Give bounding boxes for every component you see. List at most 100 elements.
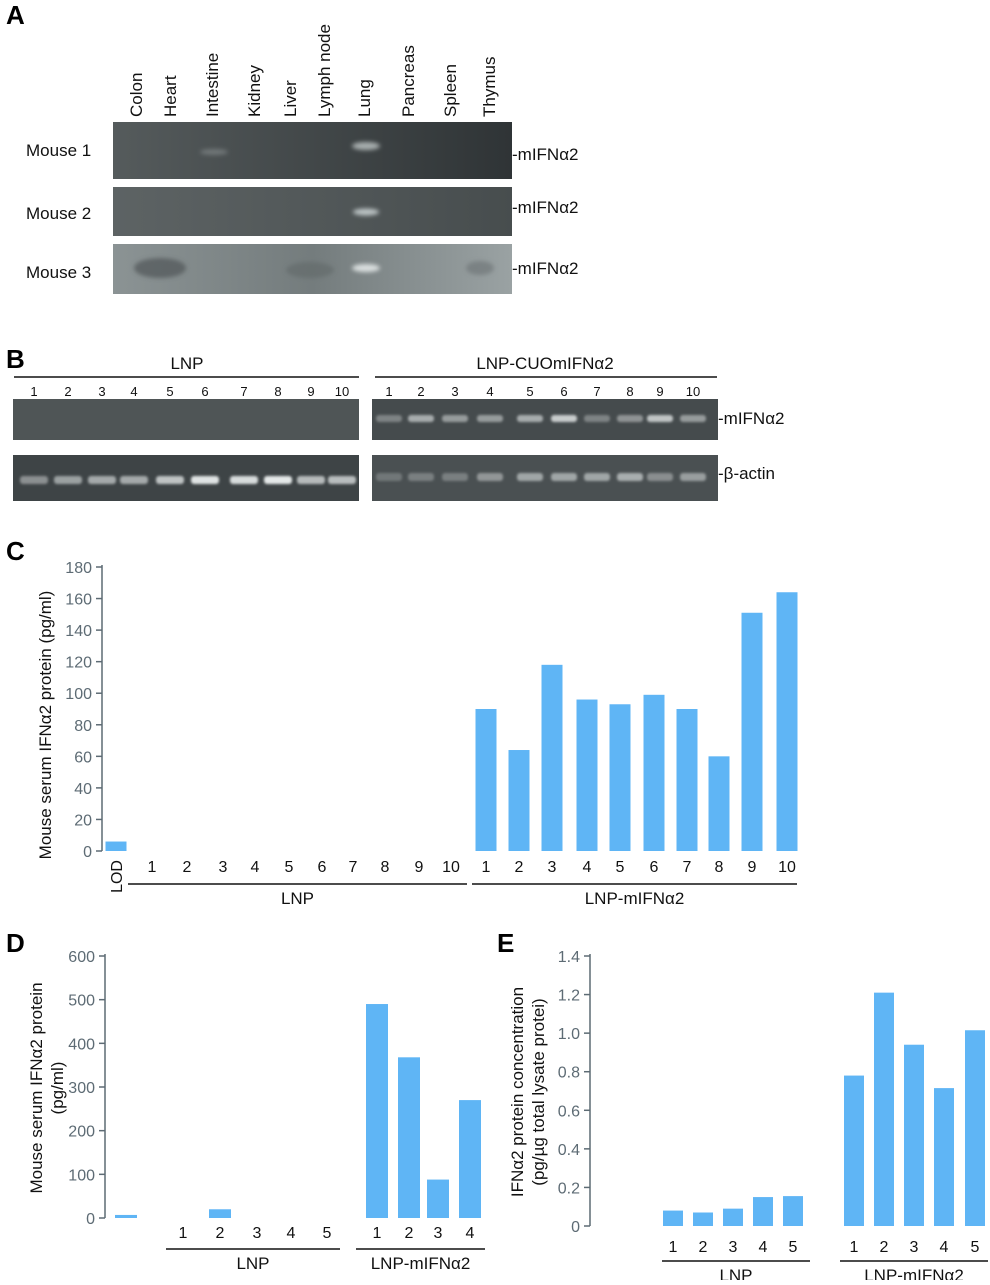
bar	[576, 699, 598, 851]
lane-number: 3	[98, 384, 105, 399]
gel-band	[54, 476, 82, 484]
bar	[783, 1196, 803, 1226]
category-label: 7	[683, 859, 692, 876]
bar	[663, 1210, 683, 1226]
group-label: LNP-mIFNα2	[864, 1266, 964, 1280]
gel-band	[647, 415, 673, 422]
gel-band	[584, 473, 610, 481]
y-tick-label: 100	[65, 686, 92, 703]
category-label: 2	[216, 1225, 225, 1242]
lane-number: 2	[64, 384, 71, 399]
gel-band	[297, 476, 325, 484]
tissue-label: Intestine	[203, 53, 222, 117]
category-label: 4	[287, 1225, 296, 1242]
category-label: 3	[729, 1239, 738, 1256]
y-axis-title: IFNα2 protein concentration	[508, 987, 527, 1197]
gel-band	[551, 415, 577, 422]
lane-number: 2	[417, 384, 424, 399]
tissue-label: Heart	[161, 75, 180, 117]
gel-band	[477, 473, 503, 481]
lane-number: 5	[526, 384, 533, 399]
gel-band	[328, 476, 356, 484]
y-tick-label: 600	[68, 949, 95, 966]
category-label: 5	[971, 1239, 980, 1256]
gel-band	[230, 476, 258, 484]
y-tick-label: 300	[68, 1080, 95, 1097]
tissue-label: Colon	[127, 73, 146, 117]
category-label: 2	[183, 859, 192, 876]
y-tick-label: 40	[74, 781, 92, 798]
bar	[741, 612, 763, 851]
y-tick-label: 500	[68, 993, 95, 1010]
bar	[508, 750, 530, 851]
panel-letter-b: B	[6, 344, 25, 374]
row-label-mouse-3: Mouse 3	[26, 263, 91, 282]
tissue-label: Liver	[281, 80, 300, 117]
gel-band	[156, 476, 184, 484]
y-tick-label: 0.6	[558, 1103, 580, 1120]
category-label: 9	[748, 859, 757, 876]
group-label-cuo-b: LNP-CUOmIFNα2	[476, 354, 613, 373]
y-tick-label: 100	[68, 1167, 95, 1184]
bar	[723, 1208, 743, 1226]
gel-band	[442, 473, 468, 481]
category-label: 2	[515, 859, 524, 876]
y-tick-label: 400	[68, 1036, 95, 1053]
category-label: 1	[850, 1239, 859, 1256]
gel-band	[477, 415, 503, 422]
chart-c: 0 20 40 60 80 100 120 140 160 180 Mouse serum IFNα…	[36, 560, 798, 908]
y-tick-label: 140	[65, 623, 92, 640]
gel-band	[617, 415, 643, 422]
bar	[904, 1044, 924, 1226]
y-tick-label: 0	[83, 844, 92, 861]
y-axis-title: Mouse serum IFNα2 protein (pg/ml)	[36, 591, 55, 860]
bar	[209, 1209, 231, 1218]
bar	[776, 592, 798, 851]
category-label: 1	[179, 1225, 188, 1242]
bar	[934, 1088, 954, 1226]
gel-lnp-ifn	[13, 399, 359, 440]
group-label: LNP	[719, 1266, 752, 1280]
category-label: LOD	[109, 860, 126, 893]
y-axis-title: (pg/µg total lysate protei)	[529, 998, 548, 1185]
gel-band	[264, 476, 292, 484]
panel-letter-a: A	[6, 0, 25, 30]
y-tick-label: 200	[68, 1124, 95, 1141]
category-label: 4	[759, 1239, 768, 1256]
category-label: 1	[669, 1239, 678, 1256]
bar	[753, 1197, 773, 1226]
gel-bands-a	[134, 142, 494, 278]
group-label-lnp-b: LNP	[170, 354, 203, 373]
gel-band	[120, 476, 148, 484]
category-label: 3	[548, 859, 557, 876]
category-label: 5	[616, 859, 625, 876]
bar	[609, 704, 631, 851]
band-label-b-actin: -β-actin	[718, 464, 775, 483]
bar	[427, 1179, 449, 1218]
row-label-mouse-1: Mouse 1	[26, 141, 91, 160]
group-label: LNP-mIFNα2	[585, 889, 685, 908]
lane-number: 3	[451, 384, 458, 399]
category-label: 1	[482, 859, 491, 876]
lane-number: 6	[201, 384, 208, 399]
bar	[693, 1212, 713, 1226]
y-tick-label: 120	[65, 655, 92, 672]
y-tick-label: 1.2	[558, 988, 580, 1005]
gel-band	[617, 473, 643, 481]
y-tick-label: 80	[74, 718, 92, 735]
lane-number: 5	[166, 384, 173, 399]
chart-d: 0 100 200 300 400 500 600 Mouse serum IFNα2 pro…	[27, 949, 485, 1273]
lane-number: 10	[335, 384, 349, 399]
y-tick-label: 0	[86, 1211, 95, 1228]
category-label: 4	[940, 1239, 949, 1256]
category-label: 2	[405, 1225, 414, 1242]
y-tick-label: 160	[65, 592, 92, 609]
band-label-a-1: -mIFNα2	[512, 145, 579, 164]
category-label: 10	[778, 859, 796, 876]
chart-e: 0 0.2 0.4 0.6 0.8 1.0 1.2 1.4 IFNα2 protein conc…	[508, 949, 988, 1285]
category-label: 2	[699, 1239, 708, 1256]
category-label: 5	[285, 859, 294, 876]
lane-number: 9	[656, 384, 663, 399]
y-tick-label: 20	[74, 812, 92, 829]
